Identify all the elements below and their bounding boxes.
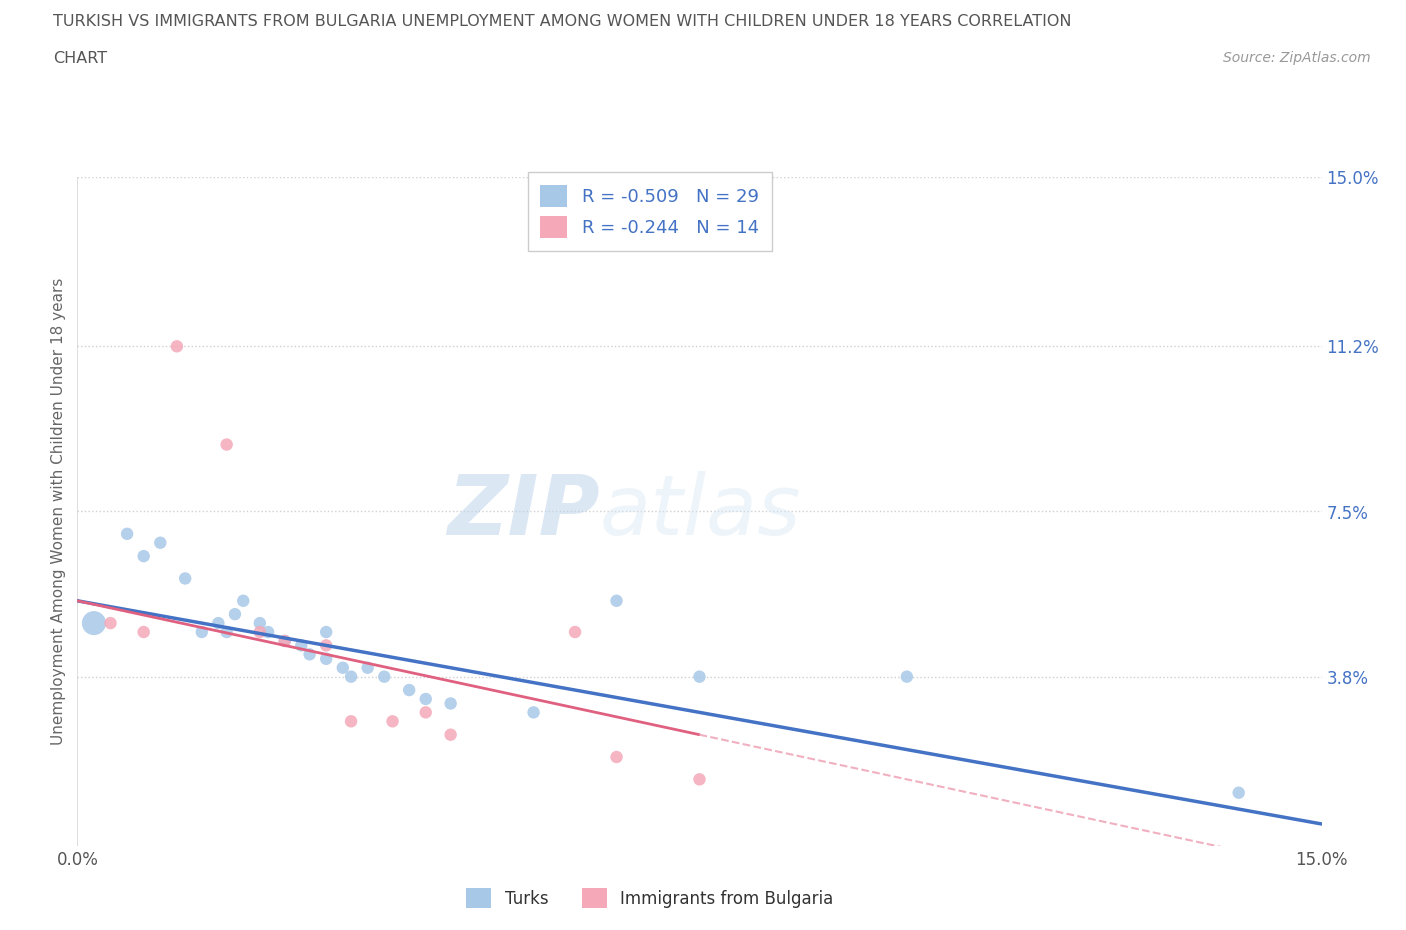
Point [373,670,395,684]
Y-axis label: Unemployment Among Women with Children Under 18 years: Unemployment Among Women with Children U… [51,278,66,745]
Point [564,625,586,640]
Point [191,625,214,640]
Point [215,625,238,640]
Point [298,647,321,662]
Point [357,660,380,675]
Text: CHART: CHART [53,51,107,66]
Point [606,593,628,608]
Point [274,633,297,648]
Point [689,772,711,787]
Point [896,670,918,684]
Text: atlas: atlas [600,471,801,552]
Point [315,651,337,666]
Point [340,670,363,684]
Point [115,526,138,541]
Point [174,571,197,586]
Point [100,616,122,631]
Point [249,625,271,640]
Point [606,750,628,764]
Text: Source: ZipAtlas.com: Source: ZipAtlas.com [1223,51,1371,65]
Point [166,339,188,353]
Point [315,625,337,640]
Point [415,705,437,720]
Point [689,670,711,684]
Point [440,696,463,711]
Point [290,638,312,653]
Legend: Turks, Immigrants from Bulgaria: Turks, Immigrants from Bulgaria [460,882,839,915]
Point [415,692,437,707]
Point [249,616,271,631]
Point [440,727,463,742]
Point [523,705,546,720]
Point [207,616,229,631]
Point [257,625,280,640]
Point [274,633,297,648]
Point [215,437,238,452]
Point [332,660,354,675]
Point [381,714,404,729]
Point [232,593,254,608]
Text: TURKISH VS IMMIGRANTS FROM BULGARIA UNEMPLOYMENT AMONG WOMEN WITH CHILDREN UNDER: TURKISH VS IMMIGRANTS FROM BULGARIA UNEM… [53,14,1071,29]
Point [224,606,246,621]
Point [340,714,363,729]
Point [398,683,420,698]
Point [132,625,155,640]
Point [83,616,105,631]
Point [132,549,155,564]
Point [149,536,172,551]
Point [1227,785,1250,800]
Text: ZIP: ZIP [447,471,600,552]
Point [315,638,337,653]
